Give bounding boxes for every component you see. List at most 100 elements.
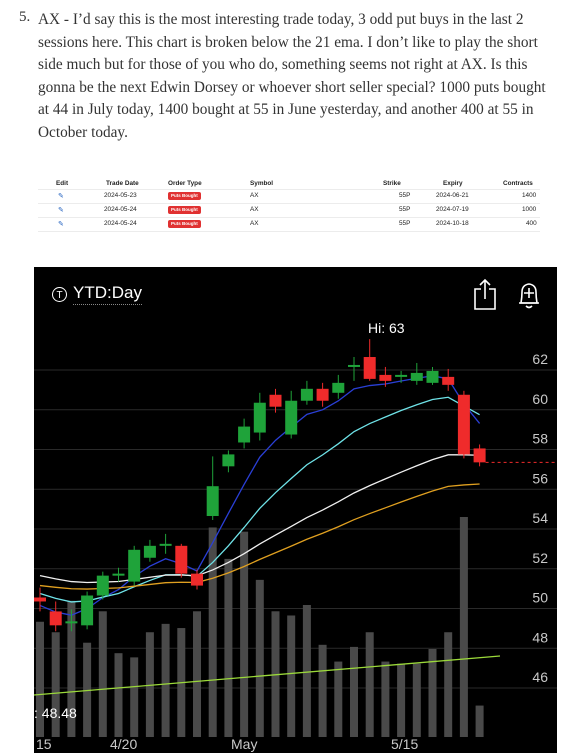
ema-slow-line — [39, 483, 480, 590]
y-tick-label: 48 — [532, 629, 548, 645]
y-tick-label: 52 — [532, 550, 548, 566]
volume-bar — [130, 657, 139, 737]
volume-bar — [161, 623, 170, 737]
header-strike: Strike — [383, 180, 401, 187]
symbol: AX — [250, 192, 259, 199]
candle-body — [34, 597, 46, 602]
article-paragraph: AX - I’d say this is the most interestin… — [38, 11, 546, 141]
y-tick-label: 54 — [532, 510, 548, 526]
expiry: 2024-07-19 — [436, 206, 469, 213]
trade-date: 2024-05-24 — [104, 220, 137, 227]
candle-body — [457, 394, 470, 455]
high-label: Hi: 63 — [368, 320, 405, 336]
y-tick-label: 56 — [532, 470, 548, 486]
candle-body — [473, 448, 486, 463]
x-tick-label: 15 — [36, 736, 52, 752]
candle-body — [49, 611, 62, 626]
volume-bar — [287, 615, 296, 737]
candle-body — [238, 426, 251, 443]
candle-body — [379, 374, 392, 381]
volume-bar — [67, 600, 76, 737]
price-chart[interactable]: 62 60 58 56 54 52 50 48 46 15 4/20 May 5/15 T YTD:Da… — [34, 267, 557, 753]
expiry: 2024-10-18 — [436, 220, 469, 227]
volume-bar — [365, 632, 374, 737]
volume-bar — [36, 621, 44, 737]
table-header-row: Edit Trade Date Order Type Symbol Strike… — [38, 178, 540, 190]
volume-bar — [397, 663, 406, 737]
header-symbol: Symbol — [250, 180, 274, 187]
contracts: 1000 — [522, 206, 537, 213]
volume-bar — [475, 705, 484, 737]
trade-date: 2024-05-23 — [104, 192, 137, 199]
volume-bar — [381, 661, 390, 737]
list-number: 5. — [19, 9, 31, 25]
candle-body — [348, 364, 360, 367]
strike: 55P — [399, 220, 411, 227]
y-tick-label: 62 — [532, 351, 548, 367]
y-tick-label: 50 — [532, 590, 548, 606]
volume-readout: : 48.48 — [34, 705, 77, 721]
volume-bar — [193, 611, 201, 737]
pencil-icon[interactable]: ✎ — [58, 193, 64, 200]
trade-date: 2024-05-24 — [104, 206, 137, 213]
y-tick-label: 58 — [532, 431, 548, 447]
table-row: ✎ 2024-05-24 Puts Bought AX 55P 2024-10-… — [38, 218, 540, 232]
candle-body — [316, 388, 329, 401]
candle-body — [269, 394, 282, 407]
order-type-badge: Puts Bought — [168, 192, 201, 200]
table-row: ✎ 2024-05-24 Puts Bought AX 55P 2024-07-… — [38, 204, 540, 218]
volume-bar — [334, 661, 343, 737]
volume-bar — [318, 644, 327, 737]
header-trade-date: Trade Date — [106, 180, 139, 187]
volume-bar — [240, 531, 249, 737]
volume-bar — [302, 605, 311, 737]
candle-body — [96, 575, 109, 596]
candle-body — [112, 573, 125, 576]
trades-table: Edit Trade Date Order Type Symbol Strike… — [38, 178, 540, 232]
timeframe-label: YTD:Day — [73, 283, 142, 305]
candle-body — [426, 370, 439, 383]
volume-bar — [145, 632, 154, 737]
table-row: ✎ 2024-05-23 Puts Bought AX 55P 2024-06-… — [38, 190, 540, 204]
pencil-icon[interactable]: ✎ — [58, 207, 64, 214]
symbol: AX — [250, 206, 259, 213]
candle-body — [285, 400, 298, 435]
sma-long-line — [39, 454, 480, 584]
volume-bar — [459, 517, 468, 737]
candle-body — [363, 357, 376, 379]
volume-average-line — [34, 655, 501, 696]
pencil-icon[interactable]: ✎ — [58, 221, 64, 228]
candle-body — [442, 376, 455, 385]
timeframe-icon: T — [52, 286, 67, 302]
contracts: 400 — [526, 220, 537, 227]
x-tick-label: May — [231, 736, 257, 752]
candle-body — [395, 374, 408, 377]
header-order-type: Order Type — [168, 180, 202, 187]
volume-bar — [208, 527, 217, 737]
timeframe-selector[interactable]: T YTD:Day — [52, 283, 142, 305]
order-type-badge: Puts Bought — [168, 206, 201, 214]
candle-body — [222, 454, 235, 467]
volume-bar — [51, 632, 60, 737]
candle-body — [159, 543, 172, 546]
header-expiry: Expiry — [443, 180, 463, 187]
ema-fast-line — [39, 375, 481, 616]
volume-bar — [444, 632, 453, 737]
candlestick-chart: 62 60 58 56 54 52 50 48 46 15 4/20 May 5/15 — [34, 339, 557, 752]
candle-body — [332, 382, 345, 393]
candle-body — [253, 402, 266, 433]
candle-body — [175, 545, 188, 574]
order-type-badge: Puts Bought — [168, 220, 201, 228]
volume-bar — [98, 611, 107, 737]
candle-body — [206, 486, 219, 517]
candle-body — [410, 372, 423, 381]
contracts: 1400 — [522, 192, 537, 199]
volume-bar — [428, 649, 437, 737]
strike: 55P — [399, 192, 411, 199]
candle-body — [65, 621, 78, 624]
header-contracts: Contracts — [503, 180, 533, 187]
x-tick-label: 4/20 — [110, 736, 137, 752]
volume-bar — [412, 663, 421, 737]
volume-bar — [224, 558, 233, 737]
candle-body — [143, 545, 156, 558]
